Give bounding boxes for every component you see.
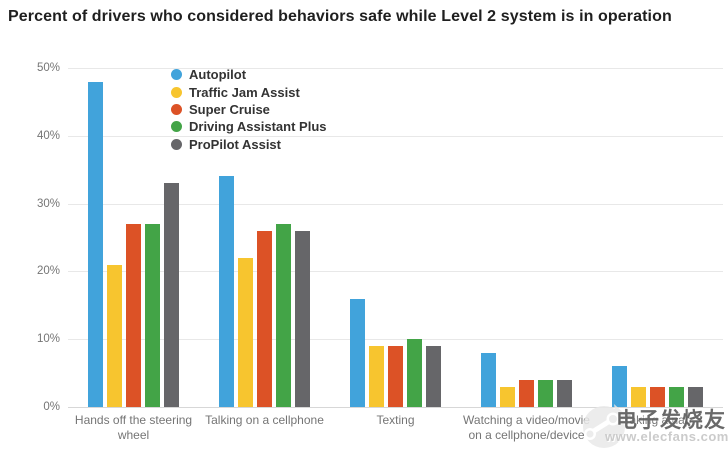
bar-propilot-assist (426, 346, 441, 407)
bar-autopilot (350, 299, 365, 407)
elecfans-logo-icon (583, 404, 627, 448)
legend-marker-circle (171, 103, 182, 115)
bar-autopilot (481, 353, 496, 407)
bar-traffic-jam-assist (500, 387, 515, 407)
gridline-40% (68, 135, 723, 137)
chart-title: Percent of drivers who considered behavi… (8, 8, 672, 25)
gridline-0% (68, 407, 723, 408)
bar-super-cruise (519, 380, 534, 407)
legend-marker-circle (171, 86, 182, 98)
legend-marker-circle (171, 138, 182, 150)
x-axis-category-label: Texting (376, 413, 415, 427)
bar-autopilot (88, 82, 103, 407)
legend-item-autopilot: Autopilot (171, 66, 327, 83)
gridline-20% (68, 271, 723, 273)
legend-label: Traffic Jam Assist (189, 84, 300, 100)
bar-traffic-jam-assist (238, 258, 253, 407)
legend-label: Autopilot (189, 67, 247, 83)
bar-super-cruise (257, 231, 272, 407)
y-axis-tick-label: 30% (36, 197, 60, 210)
legend-label: ProPilot Assist (189, 136, 281, 152)
x-axis-category-label: Taking a nap (623, 413, 692, 427)
bar-super-cruise (388, 346, 403, 407)
gridline-10% (68, 339, 723, 341)
bar-super-cruise (126, 224, 141, 407)
bar-traffic-jam-assist (107, 265, 122, 407)
bar-traffic-jam-assist (631, 387, 646, 407)
bar-driving-assistant-plus (669, 387, 684, 407)
legend-item-propilot-assist: ProPilot Assist (171, 136, 327, 153)
legend-label: Super Cruise (189, 101, 270, 117)
bar-driving-assistant-plus (538, 380, 553, 407)
legend-item-traffic-jam-assist: Traffic Jam Assist (171, 83, 327, 100)
y-axis-tick-label: 50% (36, 62, 60, 74)
x-axis-category-label: Hands off the steering wheel (74, 413, 193, 442)
bar-propilot-assist (688, 387, 703, 407)
bar-propilot-assist (295, 231, 310, 407)
bar-traffic-jam-assist (369, 346, 384, 407)
bar-autopilot (612, 366, 627, 407)
bar-driving-assistant-plus (145, 224, 160, 407)
legend: Autopilot Traffic Jam Assist Super Cruise D… (171, 66, 327, 153)
bar-driving-assistant-plus (276, 224, 291, 407)
watermark-cn-text: 电子发烧友 (616, 409, 726, 432)
legend-label: Driving Assistant Plus (189, 119, 327, 135)
bar-propilot-assist (164, 183, 179, 407)
x-axis-category-label: Talking on a cellphone (205, 413, 324, 427)
legend-item-super-cruise: Super Cruise (171, 101, 327, 118)
bar-driving-assistant-plus (407, 339, 422, 407)
y-axis-tick-label: 20% (36, 265, 60, 278)
watermark-elecfans: 电子发烧友 www.elecfans.com (580, 398, 728, 450)
legend-item-driving-assistant-plus: Driving Assistant Plus (171, 118, 327, 135)
x-axis-category-label: Watching a video/movie on a cellphone/de… (463, 413, 590, 442)
gridline-30% (68, 203, 723, 205)
legend-marker-circle (171, 121, 182, 133)
bar-autopilot (219, 176, 234, 407)
legend-marker-circle (171, 69, 182, 81)
gridline-50% (68, 68, 723, 69)
bar-super-cruise (650, 387, 665, 407)
watermark-url-text: www.elecfans.com (605, 429, 728, 444)
y-axis-tick-label: 40% (36, 129, 60, 142)
y-axis-tick-label: 0% (43, 401, 60, 413)
y-axis-tick-label: 10% (36, 333, 60, 346)
bar-propilot-assist (557, 380, 572, 407)
